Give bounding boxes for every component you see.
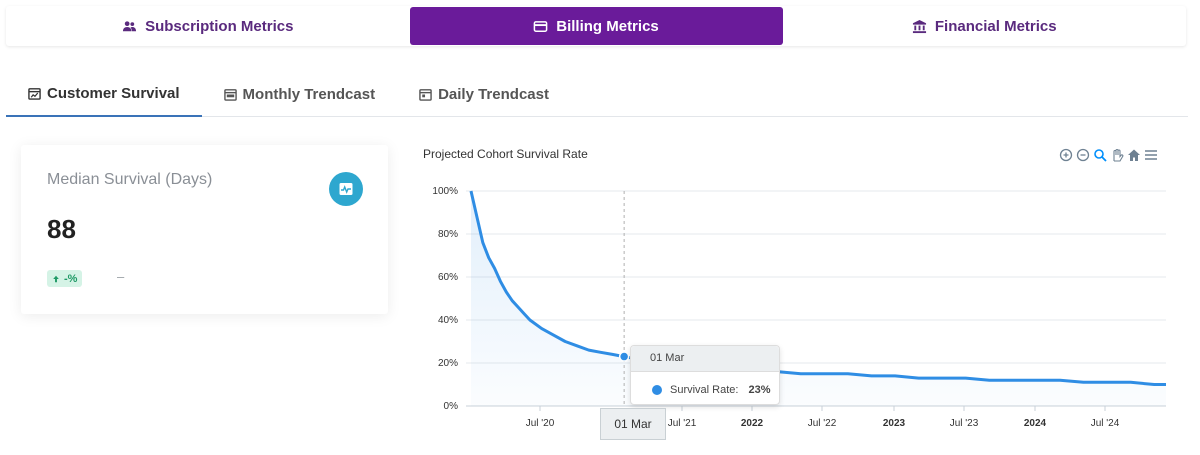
change-secondary: – — [117, 269, 125, 284]
tab-label: Subscription Metrics — [145, 17, 294, 35]
tab-label: Financial Metrics — [934, 17, 1057, 35]
tab-monthly-trendcast[interactable]: Monthly Trendcast — [202, 72, 398, 116]
top-tab-bar: Subscription Metrics Billing Metrics Fin… — [6, 6, 1186, 46]
tab-label: Billing Metrics — [556, 17, 659, 35]
magnify-icon[interactable] — [1093, 148, 1107, 162]
survival-area — [471, 191, 1166, 406]
median-survival-value: 88 — [47, 214, 76, 244]
tooltip-date: 01 Mar — [631, 346, 779, 372]
tab-label: Customer Survival — [47, 85, 180, 102]
card-icon-badge — [329, 172, 363, 206]
menu-icon[interactable] — [1144, 148, 1158, 162]
hover-marker — [618, 351, 630, 362]
y-tick-label: 60% — [438, 272, 458, 283]
y-tick-label: 100% — [432, 186, 458, 197]
tab-billing-metrics[interactable]: Billing Metrics — [409, 7, 783, 45]
y-tick-label: 40% — [438, 315, 458, 326]
series-marker — [652, 385, 662, 395]
median-survival-card: Median Survival (Days) 88 -% – — [21, 145, 388, 314]
x-tick-label: Jul '22 — [808, 418, 837, 429]
home-icon[interactable] — [1127, 148, 1141, 162]
tooltip-value: 23% — [748, 384, 771, 396]
sub-tab-bar: Customer Survival Monthly Trendcast Dail… — [6, 72, 1188, 117]
credit-card-icon — [533, 20, 548, 32]
card-title: Median Survival (Days) — [47, 171, 213, 188]
x-tick-label: 2022 — [741, 418, 764, 429]
x-tick-label: Jul '21 — [668, 418, 697, 429]
calendar-range-icon — [223, 88, 237, 101]
chart-title: Projected Cohort Survival Rate — [423, 147, 588, 161]
y-tick-label: 80% — [438, 229, 458, 240]
crosshair-x-label: 01 Mar — [600, 408, 666, 440]
pan-hand-icon[interactable] — [1110, 148, 1124, 162]
x-tick-label: Jul '23 — [950, 418, 979, 429]
tooltip-row: Survival Rate: 23% — [631, 372, 779, 396]
change-badge: -% — [47, 270, 83, 287]
bank-icon — [912, 19, 926, 33]
tab-label: Daily Trendcast — [438, 85, 549, 103]
arrow-up-icon — [53, 275, 59, 282]
tab-subscription-metrics[interactable]: Subscription Metrics — [6, 6, 410, 46]
chart-tooltip: 01 Mar Survival Rate: 23% — [630, 345, 780, 405]
x-tick-label: Jul '24 — [1091, 418, 1120, 429]
y-tick-label: 0% — [444, 401, 459, 412]
x-tick-label: Jul '20 — [526, 418, 555, 429]
chart-toolbar — [1059, 148, 1158, 162]
calendar-icon — [419, 88, 432, 101]
y-tick-label: 20% — [438, 358, 458, 369]
users-icon — [123, 20, 137, 31]
tab-daily-trendcast[interactable]: Daily Trendcast — [397, 72, 571, 116]
x-tick-label: 2024 — [1024, 418, 1047, 429]
x-tick-label: 2023 — [883, 418, 906, 429]
change-badge-text: -% — [64, 272, 78, 285]
zoom-out-icon[interactable] — [1076, 148, 1090, 162]
zoom-in-icon[interactable] — [1059, 148, 1073, 162]
tab-label: Monthly Trendcast — [242, 85, 376, 103]
pulse-icon — [339, 183, 353, 195]
tab-financial-metrics[interactable]: Financial Metrics — [783, 6, 1187, 46]
tooltip-series-label: Survival Rate: — [670, 384, 739, 396]
calendar-chart-icon — [28, 88, 41, 100]
tab-customer-survival[interactable]: Customer Survival — [6, 72, 202, 117]
survival-chart[interactable]: 100% 80% 60% 40% 20% 0% Jul '20 Jul '21 2022 Jul… — [420, 170, 1180, 440]
